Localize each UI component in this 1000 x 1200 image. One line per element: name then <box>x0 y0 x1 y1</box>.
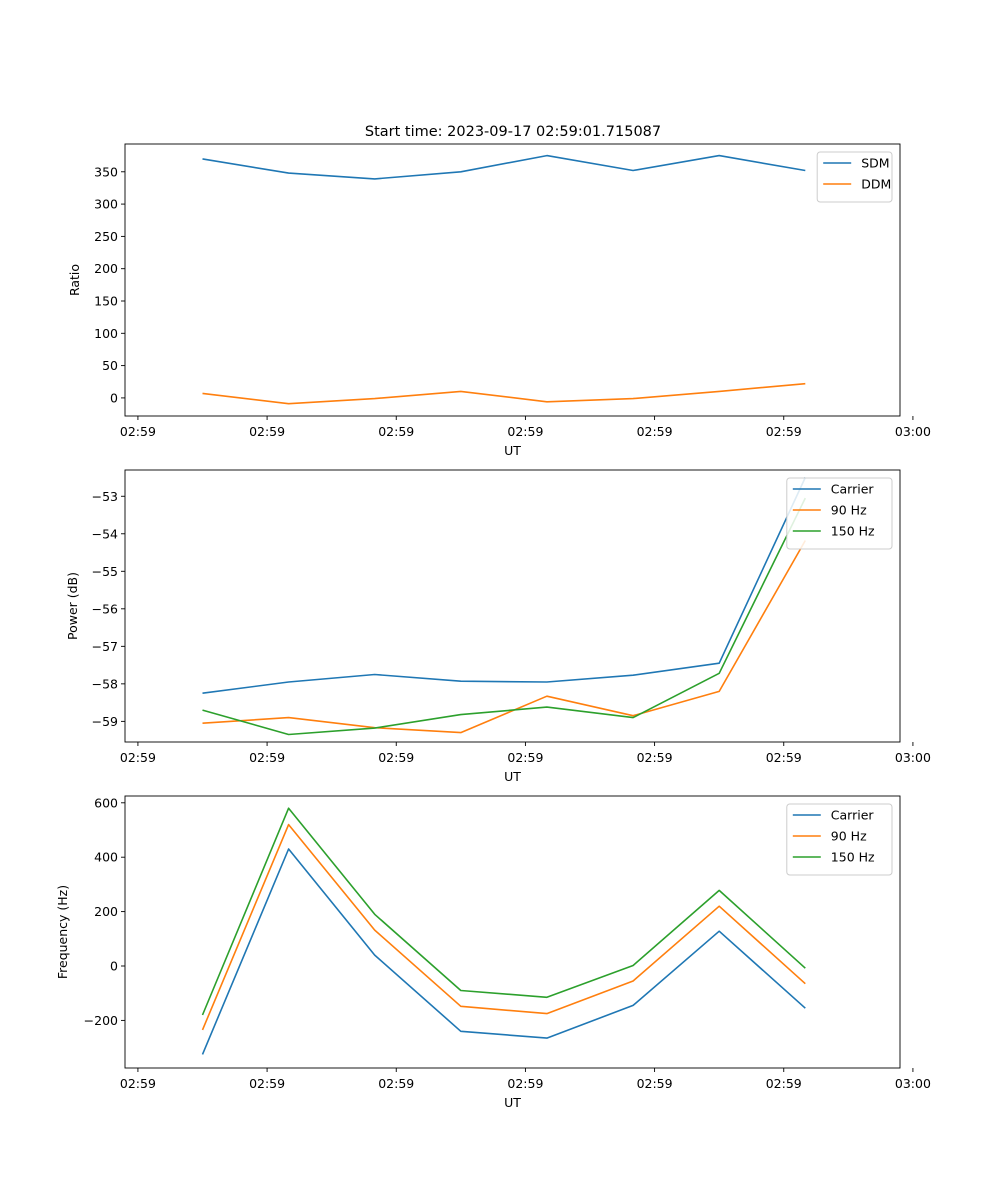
series-line-sdm <box>202 154 806 180</box>
series-line-90-hz <box>201 823 806 1031</box>
y-tick-label: 400 <box>94 850 118 865</box>
x-tick-label: 02:59 <box>637 424 673 439</box>
y-tick-label: 0 <box>110 390 118 405</box>
legend-box <box>816 151 893 203</box>
y-tick-label: −57 <box>92 639 118 654</box>
x-tick-label: 03:00 <box>895 750 931 765</box>
series-line-150-hz <box>201 807 806 1016</box>
y-tick-label: 150 <box>94 293 118 308</box>
x-tick-label: 02:59 <box>120 750 156 765</box>
legend: Carrier 90 Hz 150 Hz <box>786 803 893 876</box>
x-tick-label: 02:59 <box>120 1076 156 1091</box>
series-line-150-hz <box>202 497 807 736</box>
legend-label: 150 Hz <box>831 850 875 865</box>
y-axis-label: Ratio <box>67 264 82 296</box>
x-tick-label: 02:59 <box>637 1076 673 1091</box>
y-tick-label: −58 <box>92 676 118 691</box>
x-axis-label: UT <box>504 1095 521 1110</box>
x-tick-label: 02:59 <box>766 1076 802 1091</box>
y-axis-label: Power (dB) <box>65 572 80 640</box>
y-tick-label: −56 <box>92 601 118 616</box>
series-line-carrier <box>201 848 806 1055</box>
y-tick-label: −200 <box>84 1013 118 1028</box>
plot-frame <box>124 143 901 417</box>
series-line-carrier <box>202 477 807 694</box>
y-tick-label: 350 <box>94 164 118 179</box>
y-tick-label: −55 <box>92 564 118 579</box>
x-tick-label: 02:59 <box>249 1076 285 1091</box>
x-tick-label: 02:59 <box>378 1076 414 1091</box>
y-tick-label: 600 <box>94 795 118 810</box>
series-line-ddm <box>202 382 806 405</box>
x-tick-label: 03:00 <box>895 424 931 439</box>
y-tick-label: 50 <box>102 358 118 373</box>
frequency-panel: 02:59 02:59 02:59 02:59 02:59 02:59 03:00 −200 0… <box>55 795 931 1110</box>
x-tick-label: 02:59 <box>766 750 802 765</box>
x-tick-label: 02:59 <box>637 750 673 765</box>
power-panel: 02:59 02:59 02:59 02:59 02:59 02:59 03:00 −59 −5… <box>65 469 931 784</box>
figure-title: Start time: 2023-09-17 02:59:01.715087 <box>365 124 661 140</box>
y-tick-label: 0 <box>110 959 118 974</box>
x-axis-label: UT <box>504 443 521 458</box>
legend-label: Carrier <box>831 482 875 497</box>
legend-label: 90 Hz <box>831 829 867 844</box>
y-tick-label: 100 <box>94 326 118 341</box>
legend-label: DDM <box>861 177 891 192</box>
x-tick-label: 02:59 <box>766 424 802 439</box>
x-axis-label: UT <box>504 769 521 784</box>
ratio-panel: 02:59 02:59 02:59 02:59 02:59 02:59 03:00 0 50 10… <box>67 143 931 458</box>
y-axis-label: Frequency (Hz) <box>55 885 70 979</box>
y-tick-label: 200 <box>94 904 118 919</box>
x-tick-label: 02:59 <box>507 750 543 765</box>
legend: Carrier 90 Hz 150 Hz <box>786 477 893 550</box>
plot-frame <box>124 469 901 743</box>
legend-label: Carrier <box>831 808 875 823</box>
x-tick-label: 02:59 <box>249 424 285 439</box>
series-line-90-hz <box>202 540 806 734</box>
y-tick-label: −59 <box>92 714 118 729</box>
legend-label: 150 Hz <box>831 524 875 539</box>
plot-frame <box>124 795 901 1069</box>
x-tick-label: 02:59 <box>378 424 414 439</box>
legend-label: SDM <box>861 156 889 171</box>
y-tick-label: 300 <box>94 197 118 212</box>
y-tick-label: −53 <box>92 489 118 504</box>
y-tick-label: −54 <box>92 526 118 541</box>
y-tick-label: 200 <box>94 261 118 276</box>
x-tick-label: 02:59 <box>507 424 543 439</box>
x-tick-label: 02:59 <box>378 750 414 765</box>
x-tick-label: 02:59 <box>249 750 285 765</box>
legend-label: 90 Hz <box>831 503 867 518</box>
x-tick-label: 02:59 <box>507 1076 543 1091</box>
y-tick-label: 250 <box>94 229 118 244</box>
x-tick-label: 02:59 <box>120 424 156 439</box>
legend: SDM DDM <box>816 151 893 203</box>
x-tick-label: 03:00 <box>895 1076 931 1091</box>
